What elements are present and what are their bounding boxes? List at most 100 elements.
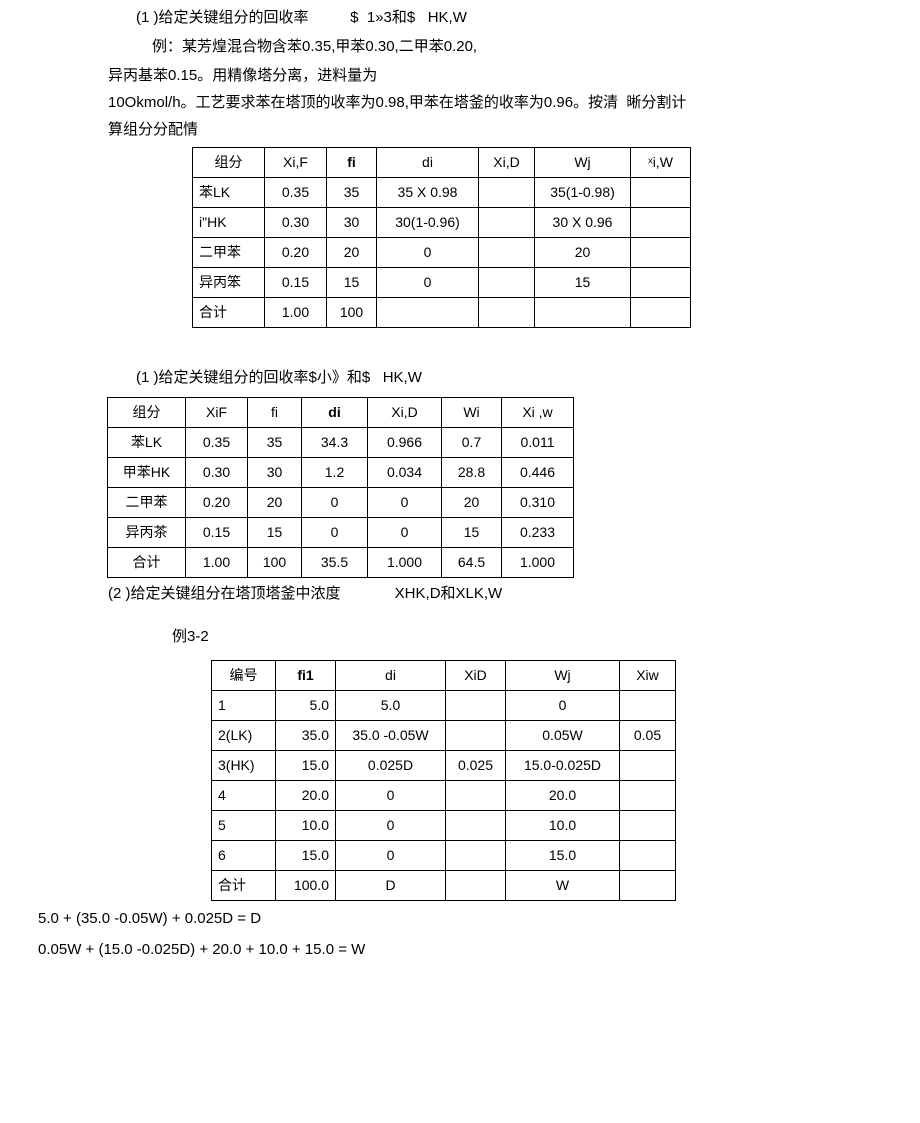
table-cell: 6 <box>212 841 276 871</box>
table-cell: 100.0 <box>276 871 336 901</box>
table-cell: 30 <box>248 458 302 488</box>
table-cell: 甲苯HK <box>108 458 186 488</box>
para-7: (2 )给定关键组分在塔顶塔釜中浓度 XHK,D和XLK,W <box>0 580 920 607</box>
table-cell: 4 <box>212 781 276 811</box>
table-cell: 100 <box>248 548 302 578</box>
table-cell: 1 <box>212 691 276 721</box>
table-header-cell: Xi,D <box>479 148 535 178</box>
table-cell: 0.30 <box>265 208 327 238</box>
table-cell: 28.8 <box>442 458 502 488</box>
table-cell: 0 <box>377 238 479 268</box>
table-3: 编号fi1diXiDWjXiw15.05.002(LK)35.035.0 -0.… <box>211 660 676 901</box>
table-cell: 35 <box>327 178 377 208</box>
table-cell: 0.233 <box>502 518 574 548</box>
table-cell <box>446 691 506 721</box>
table-header-cell: Xi,F <box>265 148 327 178</box>
table-cell: 合计 <box>193 298 265 328</box>
table-cell: 0 <box>506 691 620 721</box>
table-cell: 30 X 0.96 <box>535 208 631 238</box>
para-2: 例：某芳煌混合物含苯0.35,甲苯0.30,二甲苯0.20, <box>0 33 920 60</box>
table-header-cell: Xiw <box>620 661 676 691</box>
table-cell: 20 <box>248 488 302 518</box>
table-header-cell: ˣi,W <box>631 148 691 178</box>
table-cell: 15 <box>535 268 631 298</box>
table-cell <box>446 781 506 811</box>
para-5: 算组分分配情 <box>0 116 920 143</box>
table-cell: 35.0 -0.05W <box>336 721 446 751</box>
table-cell <box>620 811 676 841</box>
table-cell <box>631 298 691 328</box>
table-cell: 5 <box>212 811 276 841</box>
table-cell: 合计 <box>212 871 276 901</box>
para-4: 10Okmol/h。工艺要求苯在塔顶的收率为0.98,甲苯在塔釜的收率为0.96… <box>0 89 920 116</box>
table-cell <box>479 298 535 328</box>
table-cell <box>479 178 535 208</box>
table-cell: 10.0 <box>506 811 620 841</box>
table-cell: 15.0 <box>276 751 336 781</box>
table-cell: 0.034 <box>368 458 442 488</box>
table-cell: 34.3 <box>302 428 368 458</box>
table-cell <box>620 751 676 781</box>
table-cell: 0.011 <box>502 428 574 458</box>
table-cell <box>535 298 631 328</box>
table-cell: 20.0 <box>276 781 336 811</box>
table-cell <box>631 178 691 208</box>
table-cell: 0.7 <box>442 428 502 458</box>
table-cell <box>479 238 535 268</box>
table-cell: 合计 <box>108 548 186 578</box>
table-header-cell: 组分 <box>108 398 186 428</box>
table-cell: 苯LK <box>193 178 265 208</box>
table-cell: 15.0-0.025D <box>506 751 620 781</box>
table-cell <box>620 781 676 811</box>
table-cell: 0.15 <box>265 268 327 298</box>
table-cell: 0.35 <box>186 428 248 458</box>
table-cell <box>631 268 691 298</box>
table-cell: 0.310 <box>502 488 574 518</box>
table-cell: 2(LK) <box>212 721 276 751</box>
table-header-cell: Xi,D <box>368 398 442 428</box>
table-header-cell: di <box>377 148 479 178</box>
table-cell: i"HK <box>193 208 265 238</box>
table-header-cell: Xi ,w <box>502 398 574 428</box>
table-cell: 0.025 <box>446 751 506 781</box>
table-header-cell: 编号 <box>212 661 276 691</box>
table-cell: 0.025D <box>336 751 446 781</box>
table-header-cell: Wj <box>506 661 620 691</box>
table-cell: 64.5 <box>442 548 502 578</box>
table-cell: 0.05W <box>506 721 620 751</box>
table-cell: 二甲苯 <box>108 488 186 518</box>
table-cell <box>446 721 506 751</box>
table-cell: 30 <box>327 208 377 238</box>
table-cell: 1.00 <box>186 548 248 578</box>
table-header-cell: Wj <box>535 148 631 178</box>
table-cell: 5.0 <box>276 691 336 721</box>
equation-1: 5.0 + (35.0 -0.05W) + 0.025D = D <box>0 905 920 932</box>
table-cell <box>620 841 676 871</box>
table-cell: 0 <box>336 841 446 871</box>
table-cell <box>631 238 691 268</box>
table-header-cell: fi <box>248 398 302 428</box>
table-cell: 30(1-0.96) <box>377 208 479 238</box>
table-cell: 0 <box>368 488 442 518</box>
table-header-cell: XiD <box>446 661 506 691</box>
table-cell: 35 <box>248 428 302 458</box>
table-cell: 1.00 <box>265 298 327 328</box>
table-header-cell: Wi <box>442 398 502 428</box>
table-cell <box>620 691 676 721</box>
table-cell: 二甲苯 <box>193 238 265 268</box>
table-cell: 异丙笨 <box>193 268 265 298</box>
table-cell <box>446 811 506 841</box>
table-cell: 0 <box>336 811 446 841</box>
table-cell: 0 <box>302 518 368 548</box>
table-cell: D <box>336 871 446 901</box>
table-cell: 20 <box>327 238 377 268</box>
table-header-cell: fi <box>327 148 377 178</box>
table-cell: 35.0 <box>276 721 336 751</box>
table-cell: 0.35 <box>265 178 327 208</box>
table-header-cell: 组分 <box>193 148 265 178</box>
table-cell: 0.30 <box>186 458 248 488</box>
table-cell: 0.966 <box>368 428 442 458</box>
table-cell: 异丙茶 <box>108 518 186 548</box>
table-cell: 1.000 <box>502 548 574 578</box>
table-cell: 0.20 <box>265 238 327 268</box>
